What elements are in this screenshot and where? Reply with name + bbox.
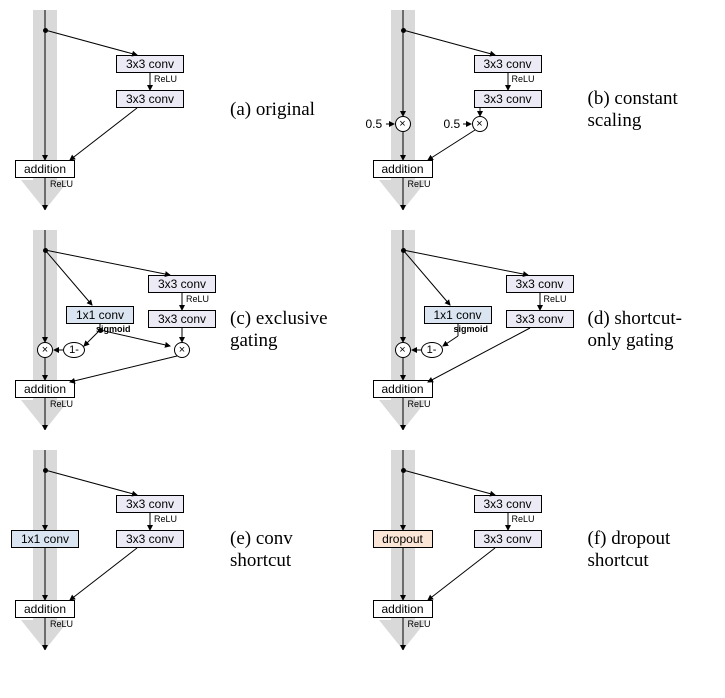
relu-label-out: ReLU (408, 399, 431, 409)
scale-right: 0.5 (444, 117, 461, 131)
diagram-e: 3x3 conv ReLU 3x3 conv 1x1 conv addition… (10, 450, 230, 650)
diagram-a: 3x3 conv ReLU 3x3 conv addition ReLU (10, 10, 230, 210)
junction-dot (401, 28, 406, 33)
conv3-box-2: 3x3 conv (506, 310, 574, 328)
relu-label: ReLU (544, 294, 567, 304)
caption-d: (d) shortcut-only gating (588, 308, 716, 352)
scale-left: 0.5 (366, 117, 383, 131)
addition-box: addition (15, 600, 75, 618)
one-minus-circle: 1- (421, 342, 443, 358)
conv3-box-1: 3x3 conv (474, 495, 542, 513)
mult-circle-left: × (37, 342, 53, 358)
cell-e: 3x3 conv ReLU 3x3 conv 1x1 conv addition… (10, 450, 358, 650)
addition-box: addition (373, 600, 433, 618)
cell-f: 3x3 conv ReLU 3x3 conv dropout addition … (368, 450, 716, 650)
relu-label-out: ReLU (408, 179, 431, 189)
conv3-box-2: 3x3 conv (148, 310, 216, 328)
cell-a: 3x3 conv ReLU 3x3 conv addition ReLU (a)… (10, 10, 358, 210)
relu-label: ReLU (154, 74, 177, 84)
caption-b: (b) constant scaling (588, 88, 716, 132)
caption-a: (a) original (230, 99, 315, 121)
relu-label: ReLU (154, 514, 177, 524)
cell-d: 3x3 conv ReLU 3x3 conv 1x1 conv sigmoid … (368, 230, 716, 430)
relu-label: ReLU (512, 74, 535, 84)
addition-box: addition (15, 380, 75, 398)
conv3-box-1: 3x3 conv (506, 275, 574, 293)
relu-label-out: ReLU (50, 399, 73, 409)
conv3-box-2: 3x3 conv (474, 90, 542, 108)
conv1-gate: 1x1 conv (66, 306, 134, 324)
diagram-f: 3x3 conv ReLU 3x3 conv dropout addition … (368, 450, 588, 650)
cell-b: 3x3 conv ReLU 3x3 conv × × 0.5 0.5 addit… (368, 10, 716, 210)
addition-box: addition (373, 160, 433, 178)
mult-circle-left: × (395, 116, 411, 132)
conv1-gate: 1x1 conv (424, 306, 492, 324)
relu-label: ReLU (512, 514, 535, 524)
conv3-box-1: 3x3 conv (474, 55, 542, 73)
sigmoid-label: sigmoid (454, 324, 489, 334)
one-minus-circle: 1- (63, 342, 85, 358)
relu-label-out: ReLU (50, 619, 73, 629)
conv1-shortcut: 1x1 conv (11, 530, 79, 548)
conv3-box-1: 3x3 conv (148, 275, 216, 293)
cell-c: 3x3 conv ReLU 3x3 conv 1x1 conv sigmoid … (10, 230, 358, 430)
addition-box: addition (373, 380, 433, 398)
mult-circle-left: × (395, 342, 411, 358)
mult-circle-right: × (472, 116, 488, 132)
junction-dot (401, 468, 406, 473)
junction-dot (43, 468, 48, 473)
diagram-c: 3x3 conv ReLU 3x3 conv 1x1 conv sigmoid … (10, 230, 230, 430)
mult-circle-right: × (174, 342, 190, 358)
caption-e: (e) conv shortcut (230, 528, 358, 572)
caption-f: (f) dropout shortcut (588, 528, 716, 572)
dropout-box: dropout (373, 530, 433, 548)
diagram-b: 3x3 conv ReLU 3x3 conv × × 0.5 0.5 addit… (368, 10, 588, 210)
gate-split-dot (98, 328, 103, 333)
conv3-box-2: 3x3 conv (474, 530, 542, 548)
diagram-grid: 3x3 conv ReLU 3x3 conv addition ReLU (a)… (10, 10, 715, 650)
relu-label: ReLU (186, 294, 209, 304)
diagram-d: 3x3 conv ReLU 3x3 conv 1x1 conv sigmoid … (368, 230, 588, 430)
conv3-box-1: 3x3 conv (116, 55, 184, 73)
junction-dot (401, 248, 406, 253)
junction-dot (43, 28, 48, 33)
relu-label-out: ReLU (50, 179, 73, 189)
conv3-box-2: 3x3 conv (116, 530, 184, 548)
caption-c: (c) exclusive gating (230, 308, 358, 352)
addition-box: addition (15, 160, 75, 178)
conv3-box-1: 3x3 conv (116, 495, 184, 513)
conv3-box-2: 3x3 conv (116, 90, 184, 108)
relu-label-out: ReLU (408, 619, 431, 629)
junction-dot (43, 248, 48, 253)
